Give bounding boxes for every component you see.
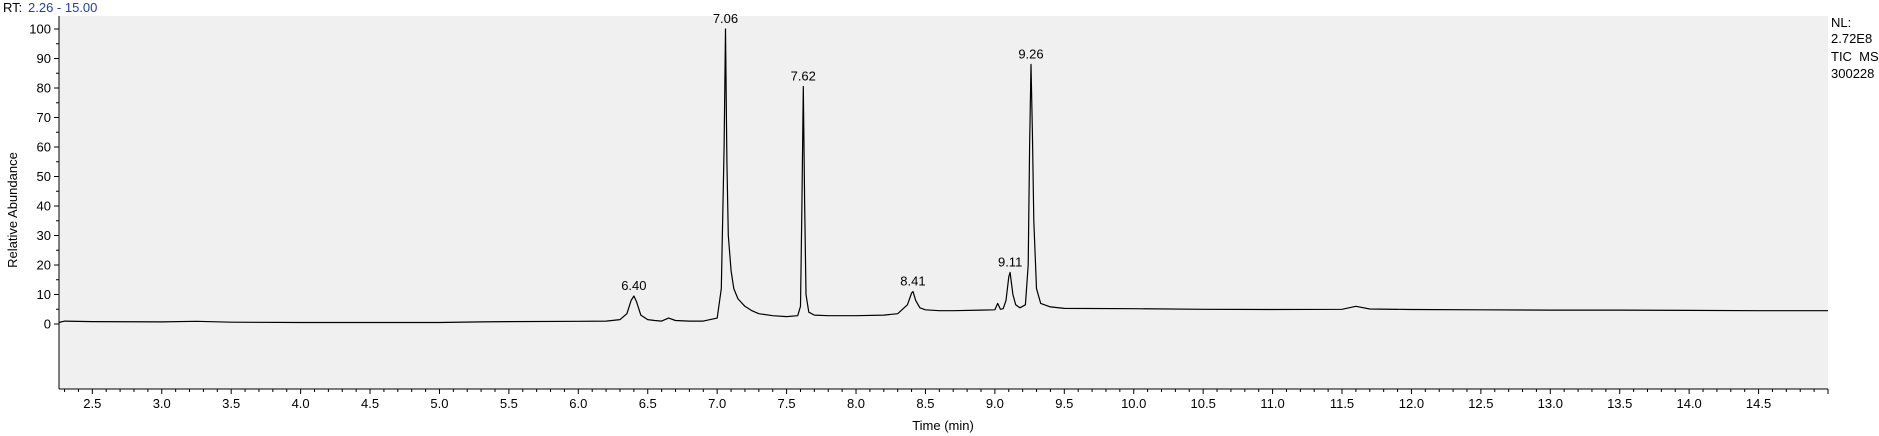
- x-tick-label: 12.5: [1468, 396, 1493, 411]
- x-tick-label: 6.0: [569, 396, 587, 411]
- x-axis-title: Time (min): [912, 418, 974, 433]
- y-tick-label: 80: [37, 81, 51, 96]
- x-tick-label: 8.5: [916, 396, 934, 411]
- x-tick-label: 3.0: [153, 396, 171, 411]
- peak-label: 7.06: [713, 11, 738, 26]
- peak-labels: 6.40 7.06 7.62 8.41 9.11 9.26: [621, 11, 1043, 293]
- x-tick-label: 11.5: [1330, 396, 1354, 411]
- x-tick-label: 6.5: [639, 396, 657, 411]
- y-tick-label: 0: [44, 317, 51, 332]
- x-tick-label: 4.0: [292, 396, 310, 411]
- info-line-2: 2.72E8: [1831, 31, 1872, 46]
- x-tick-label: 13.0: [1538, 396, 1563, 411]
- tic-trace: [58, 28, 1828, 324]
- x-tick-label: 9.0: [986, 396, 1004, 411]
- y-tick-label: 70: [37, 110, 51, 125]
- y-tick-label: 20: [37, 258, 51, 273]
- y-axis-title: Relative Abundance: [5, 152, 20, 268]
- info-line-1: NL:: [1831, 15, 1851, 30]
- x-tick-label: 4.5: [361, 396, 379, 411]
- y-tick-label: 50: [37, 169, 51, 184]
- info-line-4: 300228: [1831, 66, 1874, 81]
- peak-label: 9.11: [998, 254, 1022, 269]
- info-block: NL: 2.72E8 TIC MS 300228: [1831, 15, 1879, 81]
- x-tick-label: 3.5: [222, 396, 240, 411]
- peak-label: 9.26: [1018, 46, 1043, 61]
- x-tick-label: 11.0: [1260, 396, 1284, 411]
- x-tick-label: 7.0: [708, 396, 726, 411]
- x-axis: 2.5 3.0 3.5 4.0 4.5 5.0 5.5 6.0 6.5 7.0 7.5 8.0 8.5 9…: [59, 388, 1829, 411]
- x-tick-label: 10.5: [1191, 396, 1216, 411]
- x-tick-label: 14.5: [1746, 396, 1771, 411]
- plot-area: [59, 16, 1828, 389]
- info-line-3: TIC MS: [1831, 49, 1879, 64]
- peak-label: 6.40: [621, 278, 646, 293]
- x-tick-label: 9.5: [1055, 396, 1073, 411]
- x-tick-label: 12.0: [1399, 396, 1424, 411]
- y-tick-label: 100: [29, 22, 51, 37]
- y-axis: 0 10 20 30 40 50 60 70 80 90 100: [29, 16, 60, 389]
- y-tick-label: 90: [37, 51, 51, 66]
- x-tick-label: 5.5: [500, 396, 518, 411]
- x-tick-label: 8.0: [847, 396, 865, 411]
- peak-label: 8.41: [900, 274, 925, 289]
- y-tick-label: 60: [37, 140, 51, 155]
- y-tick-label: 10: [37, 287, 51, 302]
- rt-label: RT:: [3, 0, 22, 15]
- x-tick-label: 2.5: [83, 396, 101, 411]
- rt-range: 2.26 - 15.00: [28, 0, 97, 15]
- peak-label: 7.62: [791, 69, 816, 84]
- y-tick-label: 30: [37, 228, 51, 243]
- x-tick-label: 7.5: [778, 396, 796, 411]
- x-tick-label: 10.0: [1121, 396, 1146, 411]
- x-tick-label: 13.5: [1607, 396, 1632, 411]
- x-tick-label: 5.0: [430, 396, 448, 411]
- y-tick-label: 40: [37, 199, 51, 214]
- x-tick-label: 14.0: [1676, 396, 1701, 411]
